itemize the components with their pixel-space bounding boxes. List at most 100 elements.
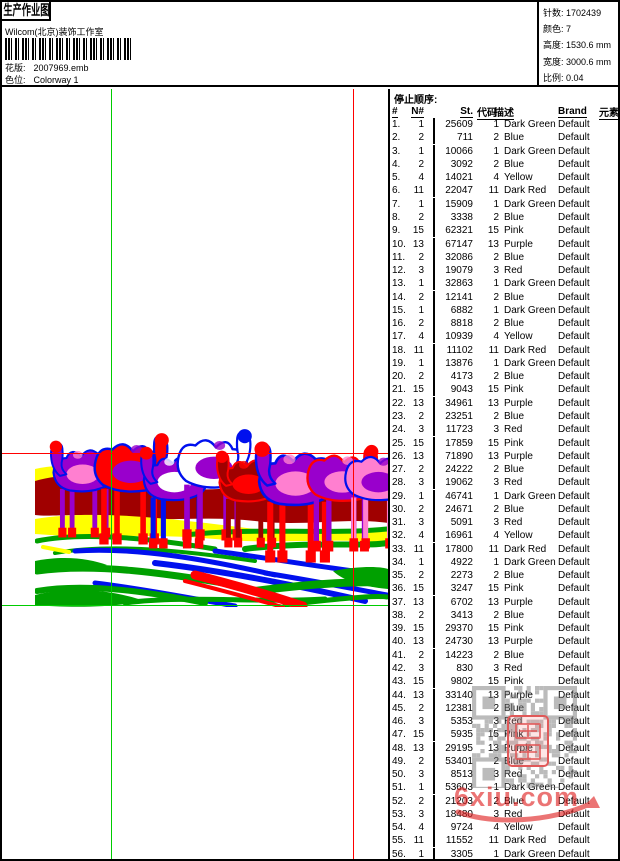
row-stitches: 11723 (445, 424, 473, 436)
row-index: 48. (392, 742, 406, 754)
row-needle: 13 (412, 689, 424, 701)
stop-row: 21. 15 9043 15 Pink Default (390, 383, 618, 397)
row-stitches: 3247 (450, 583, 473, 595)
row-needle: 13 (412, 636, 424, 648)
row-description: Purple (504, 450, 533, 462)
row-needle: 15 (412, 623, 424, 635)
row-needle: 2 (418, 649, 424, 661)
row-description: Purple (504, 238, 533, 250)
color-swatch (433, 502, 435, 516)
color-swatch (433, 463, 435, 477)
row-needle: 2 (418, 795, 424, 807)
info-value: 1530.6 mm (566, 40, 612, 51)
color-swatch (433, 157, 435, 171)
color-swatch (433, 449, 435, 463)
row-index: 50. (392, 769, 406, 781)
row-needle: 3 (418, 808, 424, 820)
row-stitches: 25609 (445, 119, 473, 131)
row-brand: Default (558, 556, 590, 568)
row-brand: Default (558, 755, 590, 767)
row-brand: Default (558, 265, 590, 277)
row-needle: 4 (418, 822, 424, 834)
row-brand: Default (558, 450, 590, 462)
row-code: 2 (493, 410, 499, 422)
color-swatch (433, 622, 435, 636)
colorway-label: 色位: (5, 75, 26, 85)
row-stitches: 24222 (445, 464, 473, 476)
row-description: Dark Green (504, 198, 556, 210)
row-description: Pink (504, 225, 524, 237)
stop-row: 29. 1 46741 1 Dark Green Default (390, 489, 618, 503)
row-stitches: 14021 (445, 172, 473, 184)
row-index: 31. (392, 517, 406, 529)
row-needle: 2 (418, 410, 424, 422)
color-swatch (433, 184, 435, 198)
row-index: 51. (392, 782, 406, 794)
row-stitches: 24671 (445, 503, 473, 515)
registration-hline-green (2, 605, 388, 606)
row-brand: Default (558, 503, 590, 515)
color-swatch (433, 423, 435, 437)
info-value: 0.04 (566, 72, 584, 83)
col-stitches: St. (460, 106, 473, 118)
row-brand: Default (558, 609, 590, 621)
row-description: Red (504, 716, 523, 728)
color-swatch (433, 237, 435, 251)
color-swatch (433, 197, 435, 211)
row-description: Blue (504, 464, 525, 476)
row-brand: Default (558, 211, 590, 223)
row-index: 54. (392, 822, 406, 834)
row-brand: Default (558, 848, 590, 860)
stop-row: 26. 13 71890 13 Purple Default (390, 449, 618, 463)
row-description: Pink (504, 729, 524, 741)
stop-row: 34. 1 4922 1 Dark Green Default (390, 555, 618, 569)
stop-row: 22. 13 34961 13 Purple Default (390, 396, 618, 410)
row-needle: 15 (412, 225, 424, 237)
row-brand: Default (558, 158, 590, 170)
row-description: Red (504, 477, 523, 489)
stop-row: 25. 15 17859 15 Pink Default (390, 436, 618, 450)
row-stitches: 8818 (450, 318, 473, 330)
row-needle: 15 (412, 384, 424, 396)
row-brand: Default (558, 636, 590, 648)
row-needle: 2 (418, 755, 424, 767)
row-code: 13 (487, 397, 499, 409)
row-index: 46. (392, 716, 406, 728)
row-index: 37. (392, 596, 406, 608)
stop-row: 10. 13 67147 13 Purple Default (390, 237, 618, 251)
row-index: 47. (392, 729, 406, 741)
row-stitches: 830 (456, 663, 473, 675)
row-code: 2 (493, 702, 499, 714)
stop-row: 13. 1 32863 1 Dark Green Default (390, 277, 618, 291)
row-code: 4 (493, 172, 499, 184)
row-description: Blue (504, 251, 525, 263)
stop-row: 52. 2 21203 2 Blue Default (390, 794, 618, 808)
row-stitches: 8513 (450, 769, 473, 781)
row-needle: 1 (418, 304, 424, 316)
row-code: 3 (493, 424, 499, 436)
row-description: Pink (504, 437, 524, 449)
color-swatch (433, 715, 435, 729)
row-description: Pink (504, 384, 524, 396)
stop-row: 42. 3 830 3 Red Default (390, 662, 618, 676)
row-stitches: 2273 (450, 570, 473, 582)
color-swatch (433, 608, 435, 622)
row-code: 1 (493, 490, 499, 502)
row-index: 19. (392, 357, 406, 369)
color-swatch (433, 648, 435, 662)
row-needle: 3 (418, 265, 424, 277)
row-needle: 3 (418, 769, 424, 781)
info-row-2: 高度: 1530.6 mm (543, 37, 618, 53)
colorway-value: Colorway 1 (33, 75, 79, 85)
stop-row: 18. 11 11102 11 Dark Red Default (390, 343, 618, 357)
row-stitches: 22047 (445, 185, 473, 197)
row-brand: Default (558, 278, 590, 290)
color-swatch (433, 396, 435, 410)
row-stitches: 14223 (445, 649, 473, 661)
pattern-label: 花版: (5, 63, 26, 73)
row-description: Pink (504, 623, 524, 635)
row-description: Dark Red (504, 344, 547, 356)
row-stitches: 29370 (445, 623, 473, 635)
row-code: 2 (493, 251, 499, 263)
color-swatch (433, 688, 435, 702)
